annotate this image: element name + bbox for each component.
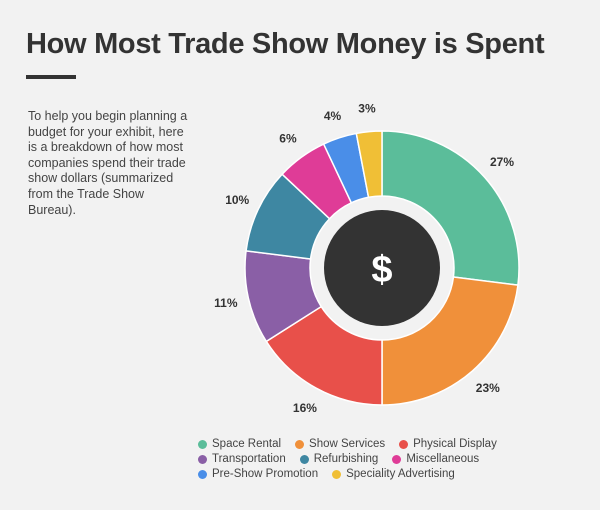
legend-label: Speciality Advertising	[346, 468, 455, 480]
legend-swatch	[399, 439, 409, 449]
legend-label: Physical Display	[413, 438, 497, 450]
dollar-icon: $	[371, 249, 392, 291]
legend-item-refurbishing: Refurbishing	[299, 452, 379, 466]
legend-swatch	[299, 454, 309, 464]
legend-label: Miscellaneous	[406, 453, 480, 465]
legend-swatch	[198, 469, 207, 479]
legend-label: Show Services	[309, 438, 386, 450]
chart-legend: Space Rental Show Services Physical Displa…	[198, 437, 590, 481]
legend-label: Transportation	[212, 453, 286, 465]
legend-swatch	[198, 454, 207, 464]
legend-label: Space Rental	[212, 438, 282, 450]
slice-show-services	[381, 276, 519, 406]
legend-item-space-rental: Space Rental	[198, 437, 281, 451]
chart-slice-labels: 27% 23% 16% 11% 10% 6% 4% 3%	[214, 102, 514, 415]
slice-label-space-rental: 27%	[490, 155, 514, 169]
slice-speciality-advertising	[355, 130, 383, 199]
slice-label-pre-show-promotion: 4%	[324, 109, 342, 123]
legend-item-physical-display: Physical Display	[399, 437, 497, 451]
legend-item-speciality-advertising: Speciality Advertising	[332, 467, 455, 481]
slice-space-rental	[381, 130, 520, 287]
legend-swatch	[332, 469, 342, 479]
legend-label: Refurbishing	[313, 453, 379, 465]
title-underline	[26, 75, 76, 79]
legend-swatch	[295, 439, 305, 449]
slice-label-refurbishing: 10%	[225, 193, 249, 207]
legend-item-pre-show-promotion: Pre-Show Promotion	[198, 467, 318, 481]
legend-item-miscellaneous: Miscellaneous	[392, 452, 479, 466]
slice-label-physical-display: 16%	[293, 401, 317, 415]
legend-swatch	[392, 454, 402, 464]
legend-item-show-services: Show Services	[295, 437, 385, 451]
legend-label: Pre-Show Promotion	[212, 468, 319, 480]
slice-label-show-services: 23%	[476, 381, 500, 395]
page-title: How Most Trade Show Money is Spent	[26, 28, 545, 60]
slice-label-transportation: 11%	[214, 296, 238, 310]
legend-item-transportation: Transportation	[198, 452, 286, 466]
slice-label-speciality-advertising: 3%	[358, 102, 376, 116]
legend-swatch	[198, 439, 207, 449]
donut-chart: 27% 23% 16% 11% 10% 6% 4% 3% $	[214, 102, 520, 415]
slice-label-miscellaneous: 6%	[279, 132, 297, 146]
chart-slices	[244, 130, 520, 406]
intro-paragraph: To help you begin planning a budget for …	[28, 109, 188, 217]
center-circle	[324, 210, 440, 326]
